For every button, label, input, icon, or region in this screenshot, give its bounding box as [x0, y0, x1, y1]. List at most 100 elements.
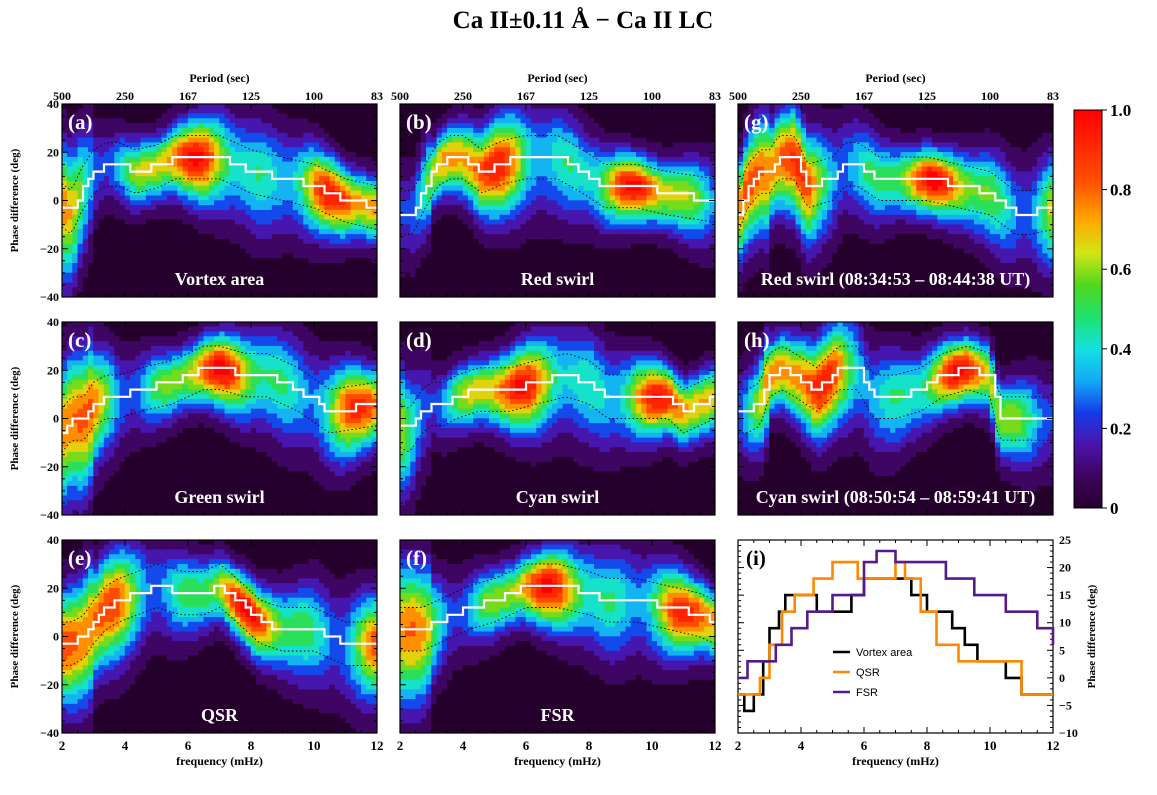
heatmap-cell [704, 248, 711, 254]
heatmap-cell [499, 238, 506, 245]
heatmap-cell [520, 253, 527, 259]
heatmap-cell [334, 214, 341, 221]
heatmap-cell [683, 176, 690, 182]
heatmap-cell [641, 161, 648, 168]
heatmap-cell [287, 229, 294, 235]
heatmap-cell [494, 291, 501, 297]
heatmap-cell [630, 108, 637, 114]
heatmap-cell [345, 209, 352, 216]
heatmap-cell [709, 127, 715, 134]
heatmap-cell [709, 195, 715, 201]
heatmap-cell [67, 282, 73, 288]
heatmap-cell [489, 152, 495, 158]
heatmap-cell [520, 205, 527, 211]
heatmap-cell [140, 267, 147, 274]
heatmap-cell [271, 161, 278, 168]
heatmap-cell [483, 161, 490, 168]
heatmap-cell [208, 171, 215, 177]
heatmap-cell [683, 234, 690, 240]
heatmap-cell [504, 205, 511, 211]
heatmap-cell [609, 263, 616, 269]
heatmap-cell [672, 229, 679, 235]
heatmap-cell [261, 277, 268, 283]
heatmap-cell [667, 156, 674, 163]
heatmap-cell [452, 291, 459, 297]
heatmap-cell [261, 272, 268, 278]
heatmap-cell [229, 272, 236, 278]
heatmap-cell [483, 181, 490, 187]
heatmap-cell [261, 166, 268, 172]
heatmap-cell [282, 248, 289, 254]
heatmap-cell [426, 152, 432, 158]
heatmap-cell [208, 142, 215, 148]
heatmap-cell [140, 291, 147, 297]
heatmap-cell [88, 147, 94, 153]
heatmap-cell [536, 267, 543, 274]
heatmap-cell [88, 234, 94, 240]
heatmap-cell [119, 209, 126, 216]
heatmap-cell [510, 142, 516, 148]
heatmap-cell [256, 287, 262, 293]
heatmap-cell [620, 243, 627, 250]
heatmap-cell [609, 108, 616, 114]
heatmap-cell [303, 291, 310, 297]
heatmap-cell [98, 127, 105, 134]
heatmap-cell [119, 224, 126, 230]
heatmap-cell [646, 108, 653, 114]
heatmap-cell [452, 166, 459, 172]
heatmap-cell [298, 282, 304, 288]
heatmap-cell [441, 104, 448, 110]
heatmap-cell [240, 185, 247, 192]
heatmap-cell [361, 156, 367, 163]
heatmap-cell [266, 291, 273, 297]
heatmap-cell [510, 137, 516, 143]
heatmap-cell [187, 200, 194, 206]
heatmap-cell [515, 214, 522, 221]
heatmap-cell [536, 113, 543, 119]
heatmap-cell [604, 147, 611, 153]
heatmap-cell [77, 272, 84, 278]
heatmap-cell [567, 258, 574, 264]
heatmap-cell [662, 137, 669, 143]
heatmap-cell [604, 282, 611, 288]
heatmap-cell [625, 248, 632, 254]
heatmap-cell [447, 200, 453, 206]
heatmap-cell [625, 137, 632, 143]
heatmap-cell [452, 229, 459, 235]
heatmap-cell [594, 171, 600, 177]
heatmap-cell [62, 190, 68, 196]
heatmap-cell [646, 132, 653, 139]
heatmap-cell [303, 137, 310, 143]
heatmap-cell [282, 234, 289, 240]
heatmap-cell [350, 147, 357, 153]
heatmap-cell [536, 181, 543, 187]
heatmap-cell [98, 205, 105, 211]
heatmap-cell [457, 209, 464, 216]
heatmap-cell [240, 132, 247, 139]
heatmap-cell [287, 224, 294, 230]
heatmap-cell [109, 185, 115, 192]
heatmap-cell [145, 253, 152, 259]
heatmap-cell [182, 185, 189, 192]
heatmap-cell [366, 127, 373, 134]
heatmap-cell [594, 190, 600, 196]
heatmap-cell [641, 229, 648, 235]
heatmap-cell [678, 132, 684, 139]
heatmap-cell [431, 282, 438, 288]
heatmap-cell [504, 272, 511, 278]
heatmap-cell [140, 171, 147, 177]
heatmap-cell [436, 108, 443, 114]
heatmap-cell [88, 181, 94, 187]
heatmap-cell [329, 219, 336, 225]
heatmap-cell [483, 291, 490, 297]
heatmap-cell [156, 234, 163, 240]
heatmap-cell [562, 118, 569, 124]
heatmap-cell [578, 200, 585, 206]
heatmap-cell [510, 166, 516, 172]
heatmap-cell [651, 224, 658, 230]
heatmap-cell [361, 123, 367, 129]
heatmap-cell [82, 171, 89, 177]
heatmap-cell [504, 282, 511, 288]
heatmap-cell [298, 234, 304, 240]
heatmap-cell [93, 277, 100, 283]
